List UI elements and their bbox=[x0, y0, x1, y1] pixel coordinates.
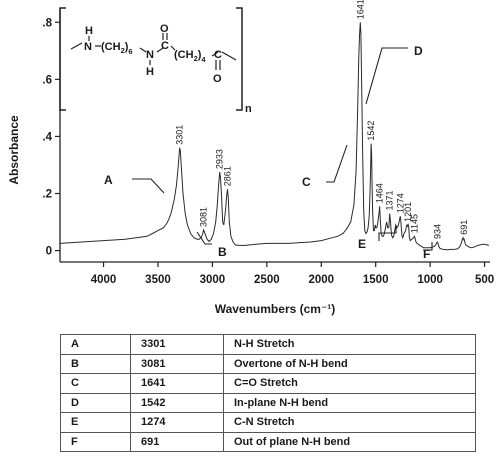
annotation-c: C bbox=[302, 175, 311, 189]
bond-chain-start bbox=[70, 42, 83, 50]
pointer-c bbox=[326, 144, 348, 183]
peak-label: 1542 bbox=[366, 121, 376, 141]
bond-n-c1 bbox=[156, 47, 164, 53]
wavenumber-cell: 1274 bbox=[130, 412, 224, 433]
letter-cell: A bbox=[60, 334, 131, 355]
annotation-pointers bbox=[132, 47, 433, 251]
letter-cell: B bbox=[60, 353, 131, 374]
wavenumber-cell: 3301 bbox=[130, 334, 224, 355]
spectrum-line bbox=[59, 22, 490, 251]
pointer-e bbox=[378, 225, 397, 241]
annotation-a: A bbox=[104, 173, 113, 187]
peak-label: 2933 bbox=[215, 149, 225, 169]
table-row: E 1274 C-N Stretch bbox=[60, 412, 476, 433]
annotation-f: F bbox=[423, 247, 430, 261]
bracket-left bbox=[59, 7, 66, 111]
table-row: A 3301 N-H Stretch bbox=[60, 334, 476, 355]
pointer-b bbox=[196, 231, 212, 245]
structure-group2: (CH2)4 bbox=[174, 49, 206, 64]
assignment-cell: C=O Stretch bbox=[223, 373, 476, 394]
structure-group1: (CH2)6 bbox=[101, 41, 133, 56]
x-tick-label: 3000 bbox=[200, 274, 226, 286]
x-tick-label: 2500 bbox=[254, 274, 280, 286]
peak-label: 3301 bbox=[175, 125, 185, 145]
assignment-cell: Out of plane N-H bend bbox=[223, 431, 476, 452]
assignment-cell: Overtone of N-H bend bbox=[223, 353, 476, 374]
structure-n-left: N bbox=[84, 41, 92, 53]
peak-assignment-table: A 3301 N-H Stretch B 3081 Overtone of N-H ben… bbox=[60, 334, 476, 452]
bond-ch2-c2 bbox=[211, 51, 219, 57]
table-row: D 1542 In-plane N-H bend bbox=[60, 392, 476, 413]
wavenumber-cell: 1641 bbox=[130, 373, 224, 394]
peak-label: 1201 bbox=[403, 202, 413, 222]
structure-o2: O bbox=[213, 73, 222, 85]
polymer-structure: n H N (CH2)6 N H C O (CH2)4 C O bbox=[59, 7, 252, 115]
peak-label: 1274 bbox=[395, 193, 405, 213]
x-tick-label: 3500 bbox=[145, 274, 171, 286]
assignment-cell: C-N Stretch bbox=[223, 412, 476, 433]
table-row: F 691 Out of plane N-H bend bbox=[60, 431, 476, 452]
bond-c2-out bbox=[221, 51, 237, 61]
y-ticks: 0 .2 .4 .6 .8 bbox=[42, 17, 60, 258]
peak-assignment-table-body: A 3301 N-H Stretch B 3081 Overtone of N-H ben… bbox=[60, 334, 476, 452]
peak-label: 934 bbox=[432, 224, 442, 239]
bond-c1-ch2 bbox=[170, 45, 176, 51]
x-tick-label: 500 bbox=[475, 274, 494, 286]
assignment-cell: N-H Stretch bbox=[223, 334, 476, 355]
assignment-cell: In-plane N-H bend bbox=[223, 392, 476, 413]
peak-label: 1145 bbox=[409, 214, 419, 233]
structure-o1: O bbox=[160, 23, 169, 35]
table-row: C 1641 C=O Stretch bbox=[60, 373, 476, 394]
peak-label: 1371 bbox=[385, 190, 395, 210]
structure-n-mid: N bbox=[146, 49, 154, 61]
structure-h-bottom: H bbox=[146, 66, 154, 78]
structure-repeat-n: n bbox=[245, 103, 252, 115]
bond-ch2-n bbox=[139, 47, 147, 53]
table-row: B 3081 Overtone of N-H bend bbox=[60, 353, 476, 374]
y-tick-label: .8 bbox=[42, 17, 52, 29]
wavenumber-cell: 1542 bbox=[130, 392, 224, 413]
y-tick-label: .2 bbox=[42, 189, 52, 201]
x-ticks: 4000 3500 3000 2500 2000 1500 1000 500 bbox=[91, 262, 494, 286]
y-axis-label: Absorbance bbox=[7, 115, 21, 185]
annotation-d: D bbox=[414, 44, 423, 58]
peak-label: 2861 bbox=[223, 166, 233, 186]
wavenumber-cell: 3081 bbox=[130, 353, 224, 374]
y-tick-label: .4 bbox=[42, 131, 52, 143]
bracket-right bbox=[236, 7, 243, 111]
x-tick-label: 1000 bbox=[417, 274, 443, 286]
peak-label: 3081 bbox=[199, 207, 209, 227]
x-tick-label: 4000 bbox=[91, 274, 117, 286]
x-axis-label: Wavenumbers (cm⁻¹) bbox=[215, 302, 336, 316]
structure-h-top: H bbox=[85, 25, 93, 37]
pointer-f bbox=[423, 242, 433, 251]
letter-cell: E bbox=[60, 412, 131, 433]
structure-c2: C bbox=[214, 49, 222, 61]
peak-label: 1641 bbox=[355, 0, 365, 19]
peak-label: 691 bbox=[459, 220, 469, 235]
letter-cell: F bbox=[60, 431, 131, 452]
x-tick-label: 1500 bbox=[363, 274, 389, 286]
x-tick-label: 2000 bbox=[308, 274, 334, 286]
ir-spectrum-chart: 0 .2 .4 .6 .8 4000 3500 3000 2500 2000 1500 1000 50… bbox=[7, 0, 494, 316]
letter-cell: C bbox=[60, 373, 131, 394]
annotation-b: B bbox=[218, 245, 227, 259]
wavenumber-cell: 691 bbox=[130, 431, 224, 452]
annotation-e: E bbox=[358, 237, 366, 251]
letter-cell: D bbox=[60, 392, 131, 413]
pointer-a bbox=[132, 178, 165, 194]
peak-label: 1464 bbox=[375, 183, 385, 203]
structure-c1: C bbox=[161, 40, 169, 52]
y-tick-label: .6 bbox=[42, 74, 52, 86]
y-tick-label: 0 bbox=[46, 246, 52, 258]
pointer-d bbox=[365, 47, 408, 105]
